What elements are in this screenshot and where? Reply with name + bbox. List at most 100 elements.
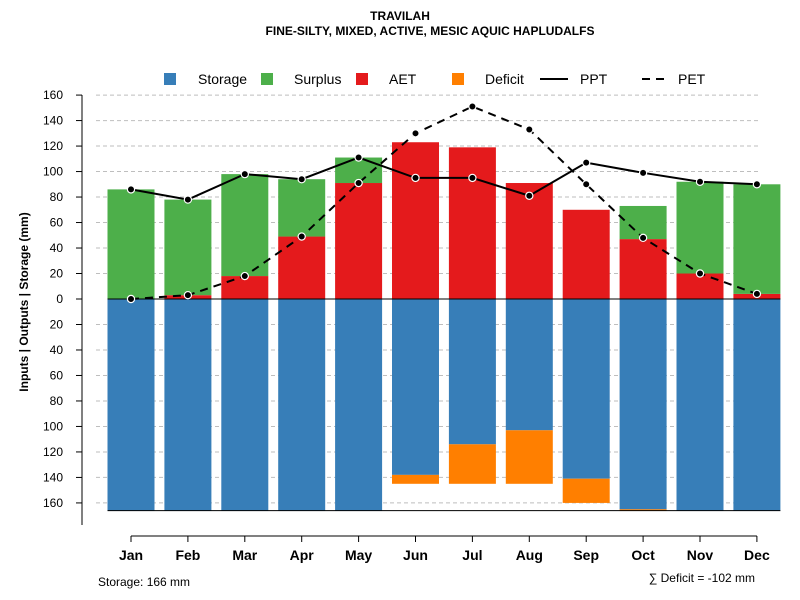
storage-bar-dec — [733, 299, 781, 511]
pet-line — [130, 105, 758, 300]
ppt-point-oct — [638, 168, 648, 178]
legend-label-ppt: PPT — [580, 71, 608, 87]
aet-bar-jun — [392, 142, 439, 299]
aet-bar-nov — [676, 273, 724, 299]
ppt-point-jan — [126, 185, 136, 194]
chart-subtitle: FINE-SILTY, MIXED, ACTIVE, MESIC AQUIC H… — [266, 24, 595, 38]
y-tick-label: 140 — [43, 114, 63, 128]
surplus-bar-mar — [221, 174, 269, 277]
deficit-bar-aug — [505, 430, 553, 484]
storage-bar-apr — [278, 299, 326, 511]
y-tick-label: 0 — [56, 292, 63, 306]
legend-label-aet: AET — [389, 71, 417, 87]
ppt-point-aug — [525, 191, 534, 200]
ppt-point-jul — [468, 173, 477, 183]
ppt-point-may — [354, 153, 363, 162]
legend-swatch-aet — [356, 73, 368, 85]
axes: 160 140 120 100 80 60 40 20 0 20 40 60 80 100 120 140 16… — [43, 88, 770, 563]
storage-bar-may — [335, 299, 383, 511]
surplus-bar-oct — [619, 205, 667, 240]
deficit-bar-jun — [392, 474, 439, 484]
deficit-bar-jul — [448, 444, 496, 484]
y-tick-label: 20 — [50, 267, 64, 281]
pet-point-jan — [126, 294, 136, 304]
pet-point-aug — [525, 125, 534, 134]
month-label-jun: Jun — [403, 547, 428, 563]
storage-bar-mar — [221, 299, 269, 511]
legend: Storage Surplus AET Deficit PPT PET — [164, 71, 706, 87]
ppt-line — [130, 156, 757, 201]
aet-bar-may — [335, 183, 383, 299]
y-tick-label: 80 — [50, 394, 64, 408]
storage-bar-aug — [505, 299, 553, 431]
legend-label-deficit: Deficit — [485, 71, 524, 87]
series-lines — [126, 102, 762, 304]
pet-point-nov — [695, 269, 705, 278]
ppt-point-jun — [411, 173, 420, 183]
pet-point-mar — [240, 271, 249, 281]
month-label-mar: Mar — [232, 547, 257, 563]
pet-point-sep — [582, 180, 591, 189]
pet-point-dec — [752, 289, 762, 299]
y-tick-label: 160 — [43, 496, 63, 510]
y-tick-label: 120 — [43, 139, 63, 153]
pet-point-feb — [183, 290, 193, 300]
legend-label-storage: Storage — [198, 71, 247, 87]
y-tick-label: 20 — [50, 317, 64, 331]
month-label-sep: Sep — [573, 547, 599, 563]
ppt-point-feb — [183, 195, 193, 204]
surplus-bar-dec — [733, 184, 781, 294]
legend-swatch-storage — [164, 73, 176, 85]
storage-bar-sep — [562, 299, 610, 479]
y-tick-label: 60 — [50, 368, 64, 382]
month-label-jan: Jan — [119, 547, 143, 563]
ppt-point-mar — [240, 169, 249, 179]
pet-point-apr — [297, 232, 306, 241]
y-tick-label: 120 — [43, 445, 63, 459]
y-tick-label: 140 — [43, 470, 63, 484]
aet-bar-jul — [448, 147, 496, 299]
y-tick-label: 100 — [43, 165, 63, 179]
month-label-dec: Dec — [744, 547, 770, 563]
legend-swatch-surplus — [261, 73, 273, 85]
deficit-bar-oct — [619, 509, 667, 511]
month-label-oct: Oct — [631, 547, 655, 563]
deficit-bar-sep — [562, 478, 610, 503]
y-axis-label: Inputs | Outputs | Storage (mm) — [17, 212, 31, 391]
storage-bar-feb — [164, 299, 212, 511]
storage-bar-jun — [392, 299, 439, 475]
y-tick-label: 100 — [43, 419, 63, 433]
deficit-note: ∑ Deficit = -102 mm — [649, 571, 755, 585]
storage-bar-jul — [448, 299, 496, 445]
legend-swatch-deficit — [452, 73, 464, 85]
month-label-apr: Apr — [290, 547, 315, 563]
month-label-aug: Aug — [516, 547, 543, 563]
storage-note: Storage: 166 mm — [98, 575, 190, 589]
surplus-bar-jan — [107, 189, 155, 299]
aet-bar-sep — [562, 209, 610, 299]
aet-bar-apr — [278, 236, 326, 299]
ppt-point-nov — [695, 177, 705, 186]
bars — [107, 142, 781, 512]
storage-bar-nov — [676, 299, 724, 511]
pet-point-jul — [468, 102, 477, 111]
storage-bar-jan — [107, 299, 155, 511]
y-tick-label: 80 — [50, 190, 64, 204]
y-tick-label: 40 — [50, 343, 64, 357]
month-label-nov: Nov — [687, 547, 714, 563]
ppt-point-apr — [297, 174, 306, 184]
legend-label-pet: PET — [678, 71, 706, 87]
pet-point-oct — [638, 233, 648, 243]
storage-bar-oct — [619, 299, 667, 510]
surplus-bar-feb — [164, 199, 212, 296]
legend-label-surplus: Surplus — [294, 71, 341, 87]
month-label-jul: Jul — [462, 547, 482, 563]
aet-bar-oct — [619, 239, 667, 299]
chart-title: TRAVILAH — [370, 9, 430, 23]
pet-point-jun — [411, 129, 420, 138]
month-label-feb: Feb — [175, 547, 200, 563]
aet-bar-aug — [505, 183, 553, 299]
surplus-bar-apr — [278, 179, 326, 237]
ppt-point-dec — [752, 180, 762, 189]
